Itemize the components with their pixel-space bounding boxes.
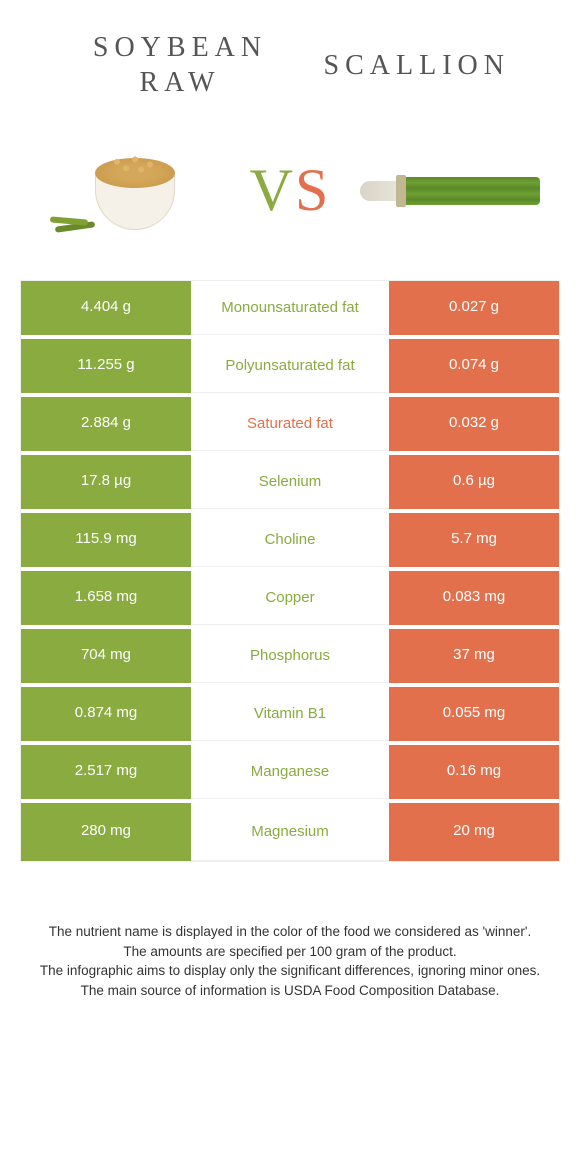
header: SOYBEAN RAW SCALLION: [0, 0, 580, 120]
scallion-icon: [360, 163, 540, 218]
right-value: 5.7 mg: [389, 513, 559, 567]
left-value: 115.9 mg: [21, 513, 191, 567]
left-food-title: SOYBEAN RAW: [70, 30, 290, 100]
nutrient-label: Monounsaturated fat: [191, 281, 389, 335]
right-value: 0.055 mg: [389, 687, 559, 741]
right-value: 0.083 mg: [389, 571, 559, 625]
vs-label: VS: [250, 156, 331, 225]
footer-line: The nutrient name is displayed in the co…: [30, 922, 550, 942]
left-value: 2.517 mg: [21, 745, 191, 799]
header-right: SCALLION: [290, 30, 520, 100]
left-value: 17.8 µg: [21, 455, 191, 509]
nutrient-label: Choline: [191, 513, 389, 567]
table-row: 4.404 gMonounsaturated fat0.027 g: [21, 281, 559, 339]
nutrient-label: Saturated fat: [191, 397, 389, 451]
table-row: 1.658 mgCopper0.083 mg: [21, 571, 559, 629]
nutrient-label: Selenium: [191, 455, 389, 509]
nutrient-label: Magnesium: [191, 803, 389, 861]
footer-notes: The nutrient name is displayed in the co…: [0, 862, 580, 1020]
table-row: 115.9 mgCholine5.7 mg: [21, 513, 559, 571]
left-value: 4.404 g: [21, 281, 191, 335]
left-value: 11.255 g: [21, 339, 191, 393]
soybean-bowl-icon: [75, 150, 185, 230]
left-value: 1.658 mg: [21, 571, 191, 625]
left-value: 280 mg: [21, 803, 191, 861]
left-food-image: [20, 130, 240, 250]
nutrient-label: Vitamin B1: [191, 687, 389, 741]
right-value: 0.16 mg: [389, 745, 559, 799]
left-value: 704 mg: [21, 629, 191, 683]
footer-line: The amounts are specified per 100 gram o…: [30, 942, 550, 962]
vs-v: V: [250, 156, 295, 225]
table-row: 17.8 µgSelenium0.6 µg: [21, 455, 559, 513]
vs-s: S: [295, 156, 330, 225]
right-value: 0.074 g: [389, 339, 559, 393]
nutrient-label: Copper: [191, 571, 389, 625]
table-row: 2.884 gSaturated fat0.032 g: [21, 397, 559, 455]
nutrient-label: Manganese: [191, 745, 389, 799]
right-value: 0.6 µg: [389, 455, 559, 509]
header-left: SOYBEAN RAW: [60, 30, 290, 100]
table-row: 2.517 mgManganese0.16 mg: [21, 745, 559, 803]
right-value: 37 mg: [389, 629, 559, 683]
right-value: 0.027 g: [389, 281, 559, 335]
right-food-image: [340, 130, 560, 250]
table-row: 280 mgMagnesium20 mg: [21, 803, 559, 861]
right-value: 20 mg: [389, 803, 559, 861]
comparison-table: 4.404 gMonounsaturated fat0.027 g11.255 …: [20, 280, 560, 862]
table-row: 704 mgPhosphorus37 mg: [21, 629, 559, 687]
right-value: 0.032 g: [389, 397, 559, 451]
nutrient-label: Polyunsaturated fat: [191, 339, 389, 393]
nutrient-label: Phosphorus: [191, 629, 389, 683]
right-food-title: SCALLION: [324, 48, 510, 83]
left-value: 0.874 mg: [21, 687, 191, 741]
footer-line: The main source of information is USDA F…: [30, 981, 550, 1001]
table-row: 11.255 gPolyunsaturated fat0.074 g: [21, 339, 559, 397]
vs-row: VS: [0, 120, 580, 280]
left-value: 2.884 g: [21, 397, 191, 451]
table-row: 0.874 mgVitamin B10.055 mg: [21, 687, 559, 745]
footer-line: The infographic aims to display only the…: [30, 961, 550, 981]
